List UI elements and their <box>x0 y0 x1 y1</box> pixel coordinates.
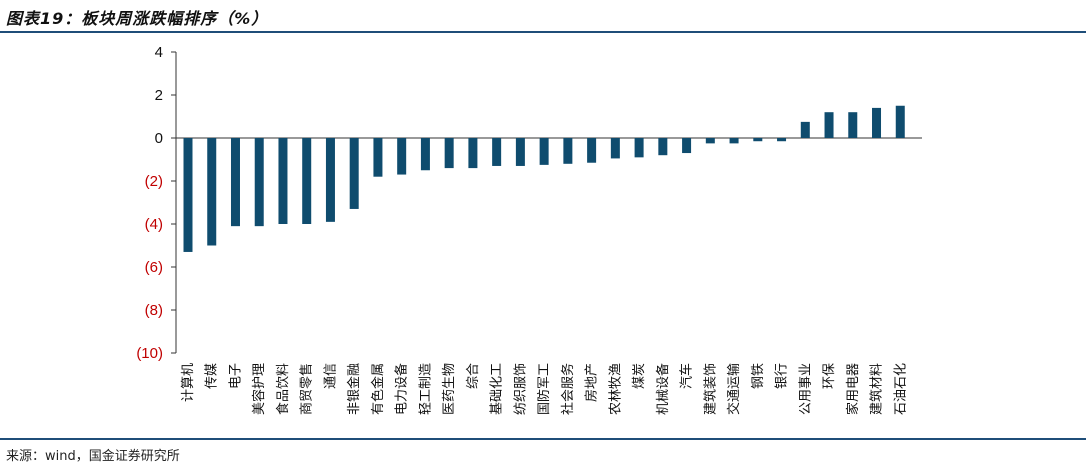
x-tick-label: 环保 <box>822 363 837 389</box>
x-tick-label: 银行 <box>775 363 790 389</box>
bar <box>753 138 763 142</box>
x-tick-label: 电子 <box>228 363 243 389</box>
y-tick-label: 4 <box>155 44 163 61</box>
y-tick-label: (4) <box>145 216 163 233</box>
bar <box>848 112 858 138</box>
bar <box>302 138 312 224</box>
bar-series <box>183 105 905 252</box>
bar <box>230 138 240 227</box>
bar <box>729 138 739 144</box>
x-tick-label: 电力设备 <box>394 363 410 415</box>
y-tick-label: (2) <box>145 173 163 190</box>
x-tick-label: 食品饮料 <box>275 363 291 415</box>
y-tick-label: (10) <box>136 345 163 362</box>
bar <box>705 138 715 144</box>
x-tick-label: 非银金融 <box>346 363 362 415</box>
bar <box>444 138 454 169</box>
bar <box>658 138 668 156</box>
x-tick-label: 国防军工 <box>536 363 552 415</box>
bar <box>468 138 478 169</box>
bar <box>254 138 264 227</box>
bar <box>563 138 573 164</box>
bar <box>492 138 502 166</box>
x-tick-label: 综合 <box>466 363 481 389</box>
x-tick-label: 商贸零售 <box>299 363 315 415</box>
bar <box>373 138 383 177</box>
x-tick-label: 有色金属 <box>370 363 386 415</box>
x-tick-label: 社会服务 <box>560 363 576 415</box>
x-tick-label: 汽车 <box>679 363 695 389</box>
bar <box>539 138 549 165</box>
bar <box>587 138 597 163</box>
x-tick-label: 医药生物 <box>442 363 457 415</box>
x-tick-label: 房地产 <box>584 363 600 402</box>
x-tick-label: 公用事业 <box>798 363 813 415</box>
bar <box>872 107 882 138</box>
x-tick-label: 交通运输 <box>726 363 742 415</box>
y-axis: 4 2 0 (2) (4) (6) (8) (10) <box>136 44 922 362</box>
bar <box>824 112 834 138</box>
x-tick-label: 纺织服饰 <box>513 363 528 415</box>
x-tick-label: 基础化工 <box>490 363 505 415</box>
bar-chart: 4 2 0 (2) (4) (6) (8) (10) 计算机 传媒 电子 美容护理 食品饮料 商贸零售通… <box>136 44 922 415</box>
x-tick-label: 建筑材料 <box>869 363 885 415</box>
x-tick-label: 计算机 <box>181 363 196 402</box>
x-tick-label: 通信 <box>323 363 338 389</box>
y-tick-label: (6) <box>145 259 163 276</box>
top-rule <box>0 31 1086 33</box>
source-note: 来源：wind，国金证券研究所 <box>6 449 180 464</box>
bar <box>207 138 217 246</box>
bar <box>895 105 905 138</box>
bar <box>634 138 644 158</box>
bar <box>777 138 787 142</box>
y-tick-label: 0 <box>155 130 163 147</box>
bar <box>397 138 407 175</box>
bar <box>420 138 430 171</box>
bar <box>682 138 692 154</box>
x-tick-label: 农林牧渔 <box>608 363 623 415</box>
bottom-rule <box>0 438 1086 440</box>
bar <box>349 138 359 209</box>
x-tick-label: 机械设备 <box>655 363 671 415</box>
bar <box>610 138 620 159</box>
x-tick-label: 美容护理 <box>251 363 267 415</box>
bar <box>515 138 525 166</box>
y-tick-label: 2 <box>155 87 163 104</box>
y-tick-label: (8) <box>145 302 163 319</box>
x-tick-label: 家用电器 <box>845 363 861 415</box>
x-axis-labels: 计算机 传媒 电子 美容护理 食品饮料 商贸零售 通信 非银金融 有色金属 电力设备 轻工制造 医药生… <box>181 363 908 415</box>
x-tick-label: 钢铁 <box>751 363 766 389</box>
x-tick-label: 煤炭 <box>632 363 647 389</box>
bar <box>278 138 288 224</box>
bar <box>800 121 810 138</box>
x-tick-label: 石油石化 <box>893 363 908 415</box>
chart-title: 图表19：板块周涨跌幅排序（%） <box>6 9 269 28</box>
x-tick-label: 传媒 <box>205 363 220 389</box>
bar <box>325 138 335 222</box>
bar <box>183 138 193 252</box>
x-tick-label: 建筑装饰 <box>702 363 718 415</box>
x-tick-label: 轻工制造 <box>418 363 433 415</box>
